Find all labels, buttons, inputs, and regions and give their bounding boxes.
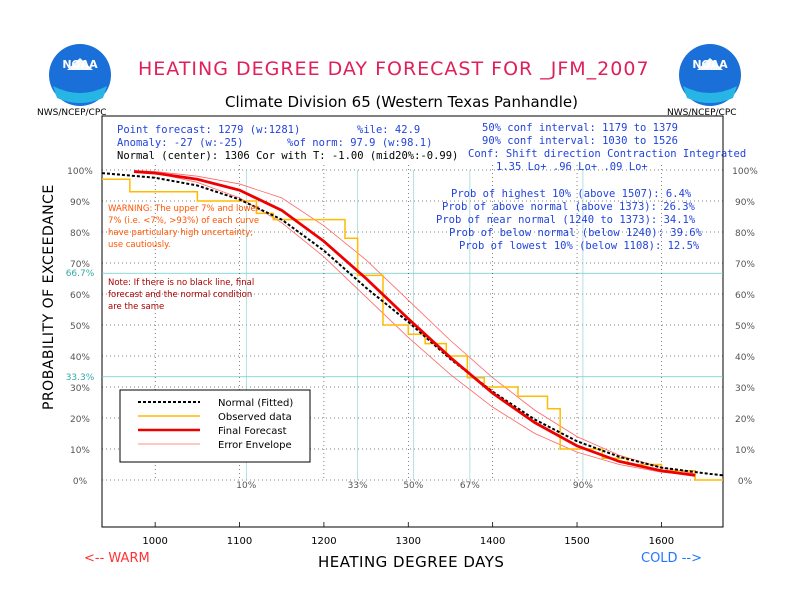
x-tick-label: 1200 xyxy=(311,536,336,547)
percentile-marker-label: 33% xyxy=(348,481,368,491)
y-tick-label-left: 70% xyxy=(70,260,90,270)
x-tick-label: 1600 xyxy=(649,536,674,547)
y-tick-label-left: 20% xyxy=(70,415,90,425)
y-tick-label-right: 40% xyxy=(735,353,755,363)
series-error-envelope xyxy=(134,171,696,476)
series-error-envelope xyxy=(134,170,696,475)
noaa-logo-text: NOAA xyxy=(692,58,728,71)
conf-interval-90: 90% conf interval: 1030 to 1526 xyxy=(482,135,678,147)
normal-center: Normal (center): 1306 Cor with T: -1.00 … xyxy=(117,150,459,162)
y-tick-label-left: 40% xyxy=(70,353,90,363)
no-black-line-note: Note: If there is no black line, final f… xyxy=(108,278,255,312)
x-tick-label: 1400 xyxy=(480,536,505,547)
percentile-marker-label: 10% xyxy=(236,481,256,491)
anomaly: Anomaly: -27 (w:-25) xyxy=(117,137,244,149)
y-tick-label-left: 30% xyxy=(70,384,90,394)
y-tick-label-left: 90% xyxy=(70,198,90,208)
conf-values: 1.35 Lo+ .96 Lo+ .09 Lo+ xyxy=(496,161,648,173)
tercile-label: 66.7% xyxy=(66,269,95,279)
legend-label: Observed data xyxy=(218,412,292,423)
percentile-marker-label: 67% xyxy=(460,481,480,491)
warning-note: WARNING: The upper 7% and lower 7% (i.e.… xyxy=(108,204,260,250)
y-tick-label-right: 100% xyxy=(732,167,758,177)
percent-of-normal: %of norm: 97.9 (w:98.1) xyxy=(287,137,433,149)
y-tick-label-right: 80% xyxy=(735,229,755,239)
conf-interval-50: 50% conf interval: 1179 to 1379 xyxy=(482,122,678,134)
y-tick-label-right: 30% xyxy=(735,384,755,394)
prob-highest: Prob of highest 10% (above 1507): 6.4% xyxy=(451,188,692,200)
legend-box xyxy=(119,389,311,463)
prob-near: Prob of near normal (1240 to 1373): 34.1… xyxy=(436,214,696,226)
legend-label: Final Forecast xyxy=(218,426,287,437)
org-label-right: NWS/NCEP/CPC xyxy=(667,108,737,118)
y-tick-label-right: 90% xyxy=(735,198,755,208)
x-tick-label: 1000 xyxy=(142,536,167,547)
y-tick-label-left: 10% xyxy=(70,446,90,456)
conf-header: Conf: Shift direction Contraction Integr… xyxy=(468,148,747,160)
y-tick-label-left: 0% xyxy=(73,477,88,487)
org-label-left: NWS/NCEP/CPC xyxy=(37,108,107,118)
x-axis-label: HEATING DEGREE DAYS xyxy=(318,553,505,571)
y-tick-label-right: 20% xyxy=(735,415,755,425)
legend-label: Normal (Fitted) xyxy=(218,398,293,409)
percentile-marker-label: 50% xyxy=(403,481,423,491)
y-tick-label-left: 100% xyxy=(67,167,93,177)
series-final-forecast xyxy=(133,170,696,477)
plot-frame xyxy=(101,115,724,528)
y-tick-label-right: 70% xyxy=(735,260,755,270)
y-tick-label-right: 10% xyxy=(735,446,755,456)
x-tick-label: 1300 xyxy=(396,536,421,547)
y-tick-label-left: 80% xyxy=(70,229,90,239)
cold-direction-label: COLD --> xyxy=(641,551,702,566)
y-axis-label: PROBABILITY OF EXCEEDANCE xyxy=(41,184,57,410)
y-tick-label-right: 0% xyxy=(738,477,753,487)
x-tick-label: 1500 xyxy=(564,536,589,547)
legend-label: Error Envelope xyxy=(218,440,292,451)
percentile-marker-label: 90% xyxy=(573,481,593,491)
noaa-logo-left: NOAA xyxy=(49,44,111,106)
percentile: %ile: 42.9 xyxy=(357,124,421,136)
prob-lowest: Prob of lowest 10% (below 1108): 12.5% xyxy=(459,240,700,252)
warm-direction-label: <-- WARM xyxy=(84,551,150,566)
noaa-logo-text: NOAA xyxy=(62,58,98,71)
tercile-label: 33.3% xyxy=(66,373,95,383)
noaa-logo-right: NOAA xyxy=(679,44,741,106)
y-tick-label-right: 60% xyxy=(735,291,755,301)
y-tick-label-left: 60% xyxy=(70,291,90,301)
y-tick-label-right: 50% xyxy=(735,322,755,332)
prob-below: Prob of below normal (below 1240): 39.6% xyxy=(449,227,702,239)
x-tick-label: 1100 xyxy=(227,536,252,547)
page-subtitle: Climate Division 65 (Western Texas Panha… xyxy=(225,93,578,111)
y-tick-label-left: 50% xyxy=(70,322,90,332)
point-forecast: Point forecast: 1279 (w:1281) xyxy=(117,124,301,136)
prob-above: Prob of above normal (above 1373): 26.3% xyxy=(442,201,695,213)
page-title: HEATING DEGREE DAY FORECAST FOR _JFM_200… xyxy=(138,58,650,80)
